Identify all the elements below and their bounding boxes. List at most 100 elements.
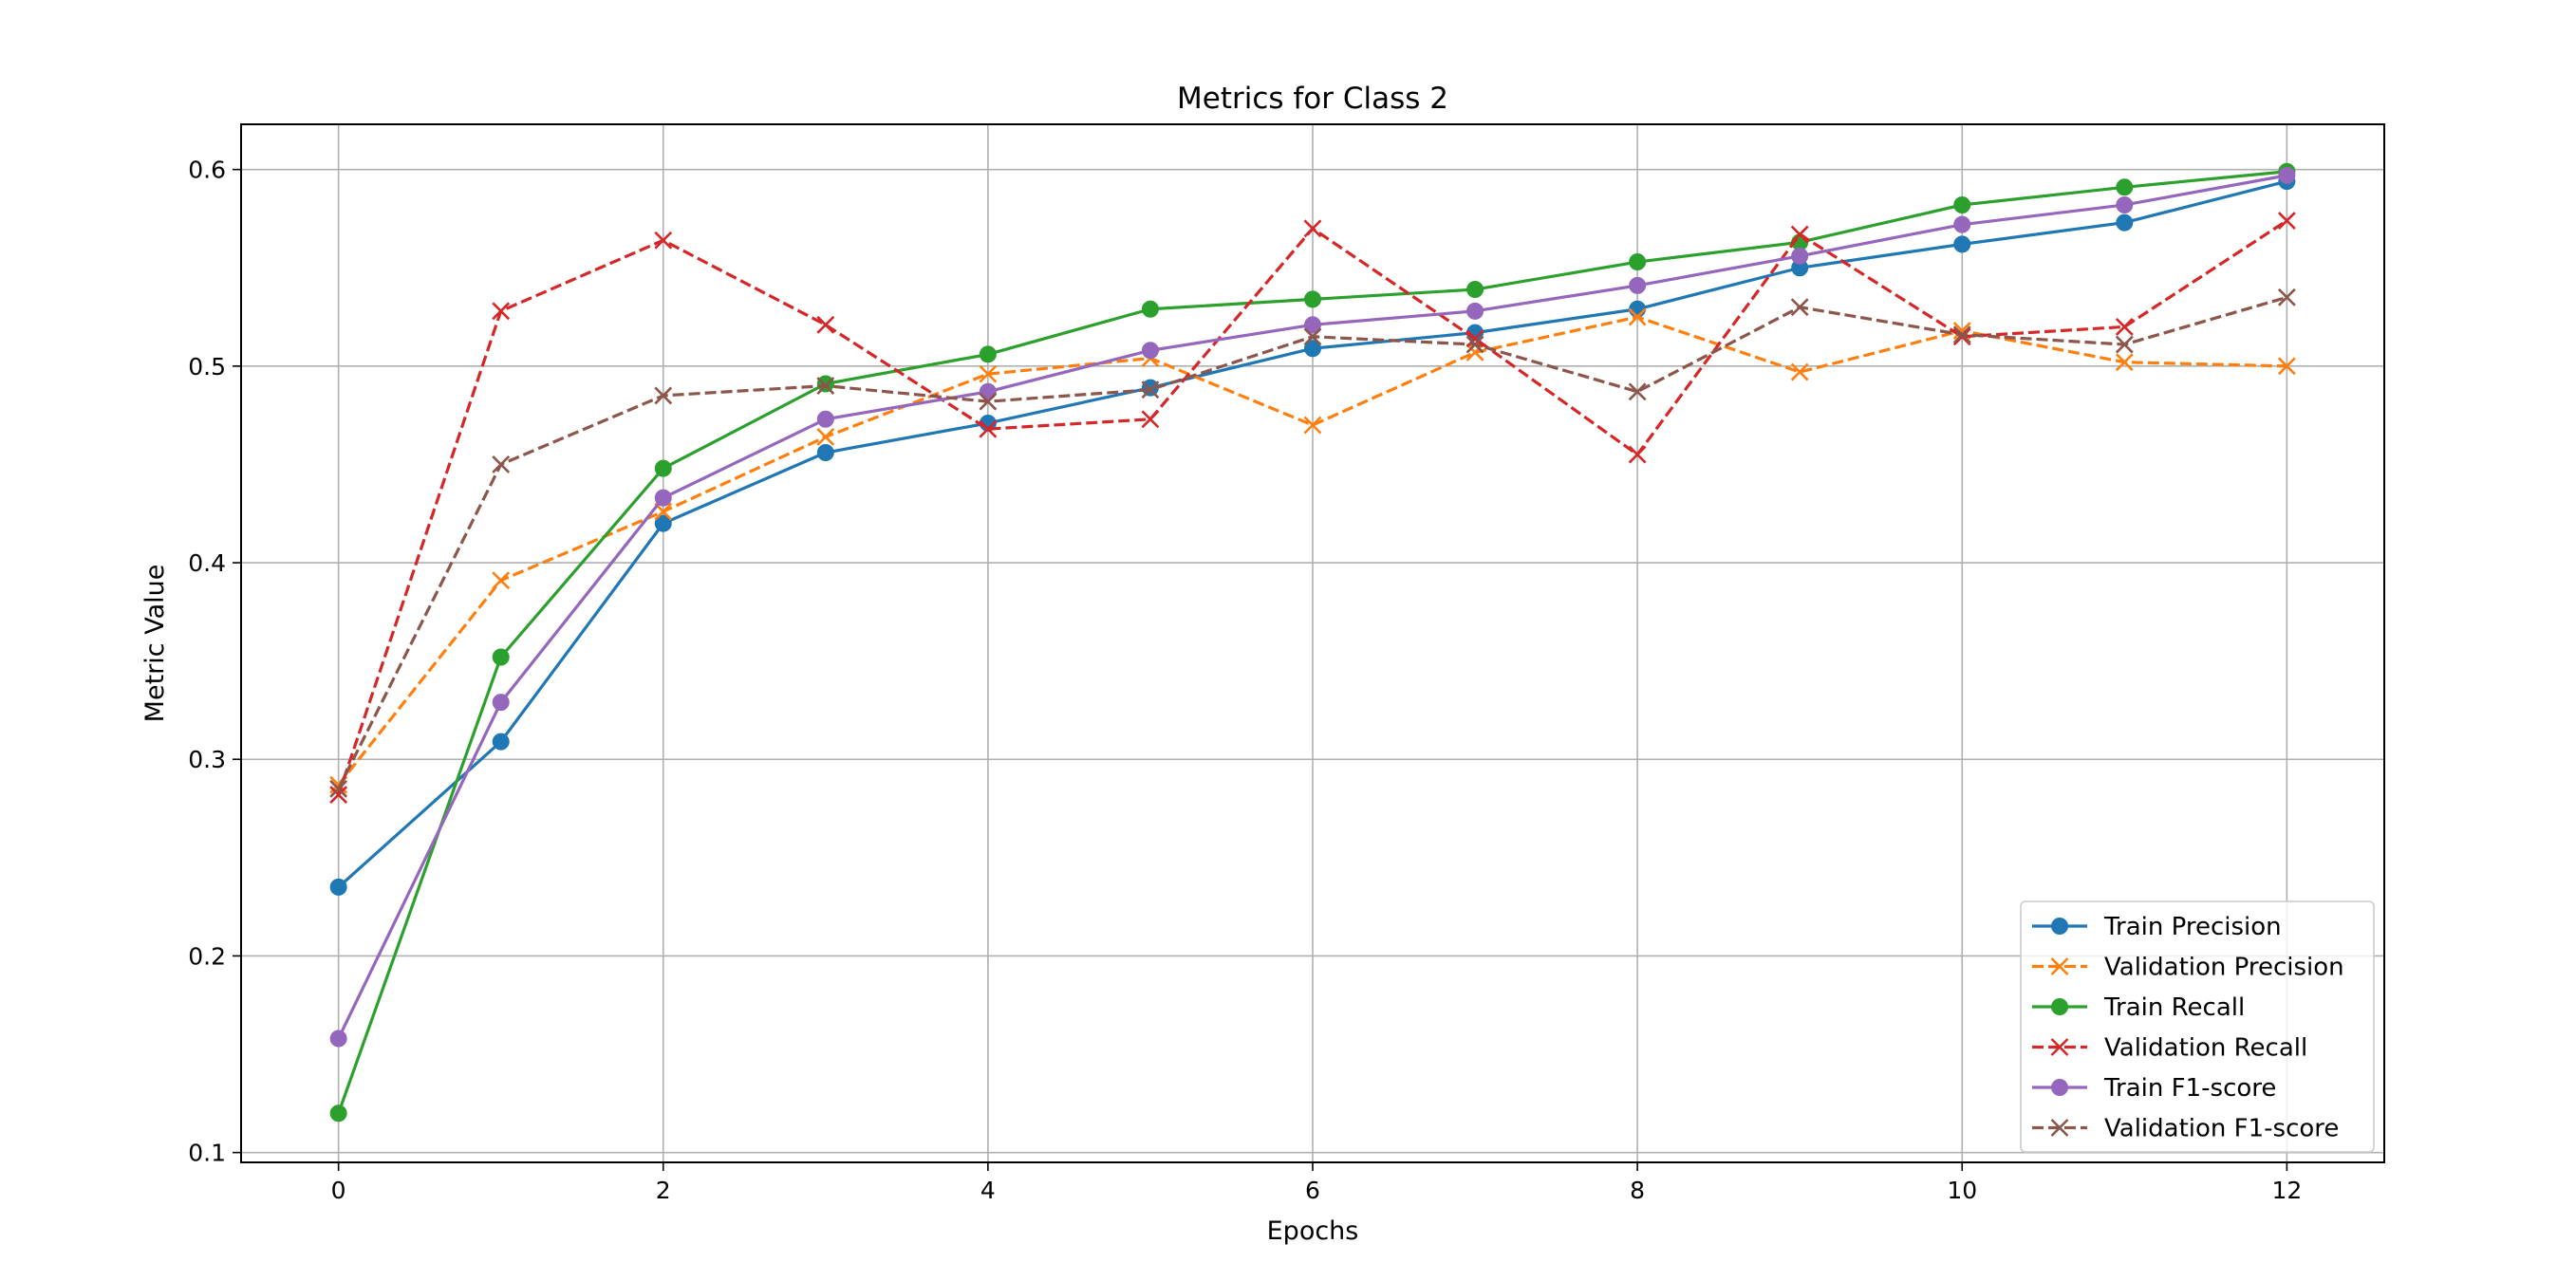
legend-label: Validation Recall <box>2104 1034 2307 1063</box>
data-point <box>1141 342 1159 360</box>
data-point <box>1628 307 1647 326</box>
legend-item: Train Precision <box>2032 913 2282 941</box>
legend-marker <box>2050 957 2069 975</box>
y-tick-label: 0.6 <box>188 157 226 184</box>
legend-marker <box>2050 1038 2069 1056</box>
y-tick-label: 0.5 <box>188 353 226 380</box>
y-tick-label: 0.3 <box>188 746 226 773</box>
data-point <box>2277 288 2296 306</box>
x-tick-label: 2 <box>656 1177 671 1204</box>
data-point <box>1141 300 1159 318</box>
data-point <box>654 386 673 405</box>
data-point <box>329 786 348 804</box>
data-point <box>1304 340 1321 358</box>
ticks: 0 2 4 6 8 10 12 0.1 0.2 0.3 0.4 0.5 0.6 <box>188 157 2302 1204</box>
x-tick-label: 0 <box>331 1177 346 1204</box>
legend-item: Validation F1-score <box>2032 1115 2339 1143</box>
data-point <box>2115 353 2134 372</box>
x-tick-label: 12 <box>2271 1177 2302 1204</box>
legend-label: Validation F1-score <box>2104 1115 2339 1143</box>
data-point <box>816 375 834 393</box>
data-point <box>1628 445 1647 464</box>
series-validation-f1-score <box>329 288 2296 798</box>
series-train-precision <box>329 173 2296 896</box>
data-point <box>329 1030 347 1048</box>
series-train-f1-score <box>329 166 2296 1048</box>
data-point <box>2277 357 2296 376</box>
series-train-recall <box>329 162 2296 1123</box>
data-point <box>2278 166 2296 184</box>
data-point <box>2277 212 2296 230</box>
legend-marker <box>2051 918 2068 935</box>
data-point <box>979 392 998 411</box>
data-point <box>1304 290 1321 308</box>
data-point <box>1465 335 1484 354</box>
x-tick-label: 6 <box>1305 1177 1320 1204</box>
legend-label: Validation Precision <box>2104 954 2344 982</box>
y-axis-label: Metric Value <box>140 565 170 723</box>
legend-marker <box>2051 998 2068 1015</box>
data-point <box>1303 416 1322 435</box>
data-point <box>492 571 511 590</box>
data-point <box>329 1104 347 1123</box>
data-point <box>492 694 510 712</box>
data-point <box>654 231 673 250</box>
data-point <box>1629 276 1647 294</box>
data-point <box>1791 247 1809 265</box>
data-point <box>492 455 511 473</box>
legend-label: Train Recall <box>2103 993 2245 1022</box>
legend-item: Validation Precision <box>2032 954 2344 982</box>
legend-label: Train Precision <box>2103 913 2282 941</box>
data-point <box>1790 225 1809 244</box>
data-point <box>492 302 511 321</box>
x-axis-label: Epochs <box>1267 1216 1359 1246</box>
data-point <box>979 382 997 400</box>
data-point <box>816 410 834 428</box>
legend: Train Precision Validation Precision Train… <box>2020 900 2375 1153</box>
data-point <box>1628 382 1647 401</box>
data-point <box>816 444 834 462</box>
data-point <box>979 419 998 438</box>
data-point <box>654 459 672 477</box>
y-tick-label: 0.2 <box>188 942 226 970</box>
data-point <box>979 364 998 383</box>
legend-item: Train Recall <box>2032 993 2245 1022</box>
legend-item: Validation Recall <box>2032 1034 2307 1063</box>
legend-marker <box>2051 1079 2068 1096</box>
data-point <box>1953 195 1971 213</box>
data-point <box>1629 300 1647 318</box>
data-point <box>492 648 510 666</box>
data-point <box>329 779 348 798</box>
data-point <box>492 733 510 751</box>
data-point <box>1790 362 1809 381</box>
data-point <box>816 315 835 334</box>
data-point <box>1141 410 1160 429</box>
data-point <box>1466 281 1484 299</box>
data-point <box>1952 325 1971 344</box>
x-tick-label: 10 <box>1947 1177 1977 1204</box>
data-point <box>1304 316 1321 334</box>
data-point <box>1953 215 1971 233</box>
data-point <box>1953 235 1971 253</box>
data-point <box>1790 298 1809 317</box>
legend-marker <box>2050 1119 2069 1137</box>
x-tick-label: 4 <box>980 1177 996 1204</box>
data-point <box>329 878 347 896</box>
data-point <box>1466 302 1484 320</box>
data-point <box>816 428 835 446</box>
chart-title: Metrics for Class 2 <box>1177 82 1448 116</box>
grid <box>241 124 2384 1162</box>
x-tick-label: 8 <box>1630 1177 1645 1204</box>
data-point <box>1952 327 1971 346</box>
legend-box <box>2020 900 2375 1153</box>
data-point <box>2115 317 2134 336</box>
y-tick-label: 0.4 <box>188 549 226 577</box>
y-tick-label: 0.1 <box>188 1140 226 1167</box>
data-point <box>1303 219 1322 238</box>
data-point <box>816 377 835 395</box>
series-layer <box>329 162 2296 1123</box>
data-point <box>2116 213 2134 232</box>
data-point <box>979 345 997 363</box>
data-point <box>654 514 672 532</box>
